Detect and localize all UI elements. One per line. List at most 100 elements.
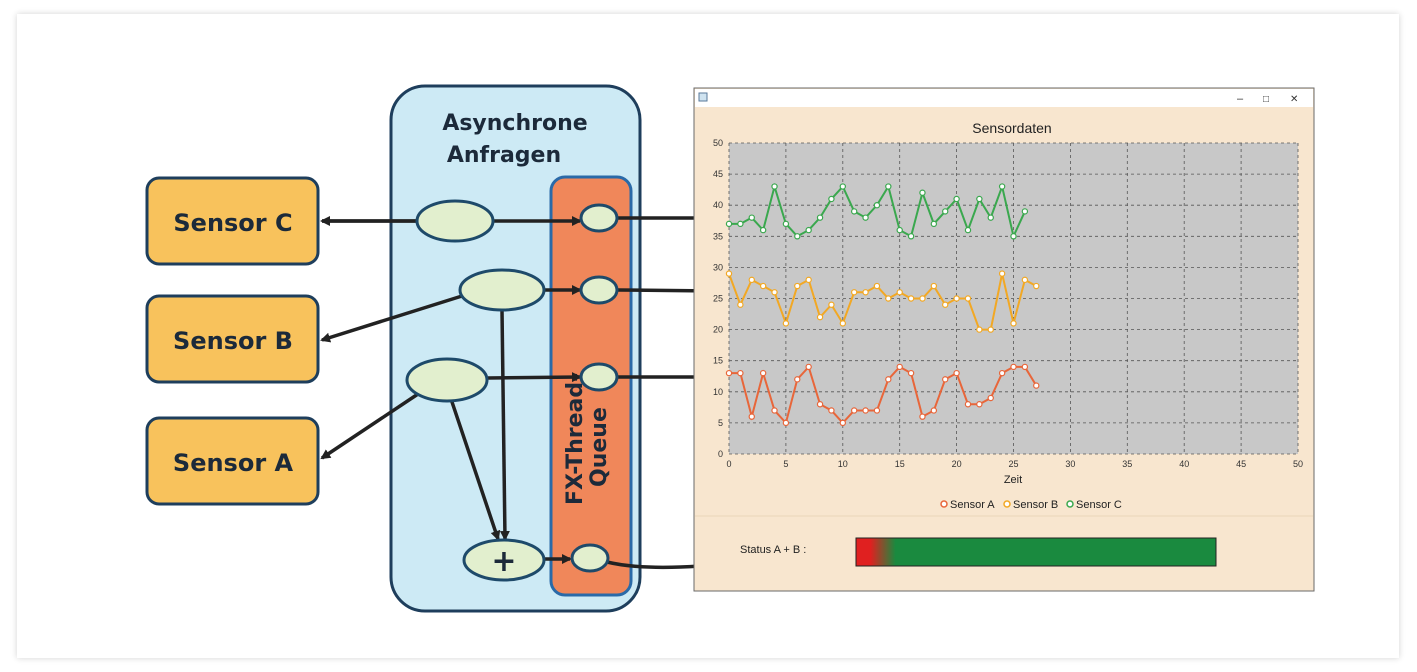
data-point [885,183,892,190]
queue-slot-c [579,203,619,233]
minimize-button[interactable]: – [1237,93,1244,105]
sensor-b-label: Sensor B [173,327,293,355]
data-point [976,326,983,333]
arrow-a-to-plus [448,395,501,541]
data-point [998,369,1006,377]
data-point [953,295,960,302]
data-point [976,401,983,408]
maximize-button[interactable]: □ [1263,94,1269,105]
async-title-line2: Anfragen [447,143,561,168]
data-point [816,214,824,221]
data-point [748,214,755,221]
data-point [794,376,801,383]
data-point [782,220,790,228]
status-bar [855,537,1217,567]
data-point [737,369,744,377]
data-point [759,282,767,290]
data-point [942,376,949,383]
data-point [759,226,767,234]
data-point [771,289,778,296]
queue-label: FX-Thread- Queue [563,373,612,505]
data-point [839,183,847,190]
x-tick-label: 5 [783,459,788,469]
queue-slot-a [579,362,619,392]
x-tick-label: 10 [838,459,848,469]
data-point [930,407,938,414]
x-axis-label: Zeit [1004,474,1022,486]
data-point [725,220,733,228]
data-point [885,376,892,383]
sensor-b-box [145,294,320,384]
data-point [953,369,960,377]
app-window: – □ ✕ Sensordaten 0 5 10 15 20 25 30 35 40 45 50 0… [693,87,1315,592]
data-point [953,195,960,203]
data-point [987,394,994,402]
y-tick-label: 15 [713,356,723,366]
x-tick-label: 15 [895,459,905,469]
series-line-1 [729,364,1038,425]
data-point [862,214,869,221]
data-point [850,289,858,296]
data-point [828,301,835,308]
data-point [771,183,778,190]
data-point [919,295,926,302]
data-point [805,226,812,234]
arrow-b-to-plus [499,309,510,541]
x-tick-label: 45 [1236,459,1246,469]
data-point [987,326,994,333]
status-label: Status A + B : [740,544,806,556]
data-point [873,407,881,414]
legend-label-b: Sensor B [1013,499,1058,511]
data-point [907,369,915,377]
data-point [987,214,994,221]
data-point [885,295,892,302]
arrow-b-to-sensor [320,294,463,343]
data-point [919,413,926,420]
y-tick-labels: 0 5 10 15 20 25 30 35 40 45 50 [713,138,723,459]
legend-marker-a [940,500,948,508]
app-icon [698,92,708,102]
chart-series [725,182,1040,427]
data-point [919,189,926,196]
y-tick-label: 50 [713,138,723,148]
data-point [828,195,835,203]
data-point [873,201,881,209]
data-point [805,276,812,284]
data-point [942,301,949,308]
data-point [748,413,755,420]
data-point [1010,233,1017,240]
data-point [737,220,744,228]
y-tick-label: 20 [713,325,723,335]
request-c-node [415,199,495,243]
data-point [1021,276,1029,284]
data-point [794,233,801,240]
y-tick-label: 0 [718,449,723,459]
data-point [748,276,755,284]
queue-slot-status [570,543,610,573]
data-point [1010,363,1017,371]
data-point [896,226,903,234]
data-point [976,195,983,203]
data-point [862,407,869,414]
queue-label-line1: FX-Thread- [563,373,588,505]
data-point [816,313,824,321]
close-button[interactable]: ✕ [1290,94,1298,105]
plot-grid [728,142,1299,455]
data-point [816,401,824,408]
async-title-line1: Asynchrone [442,111,587,136]
data-point [839,320,847,327]
plus-combine-node [462,538,546,582]
data-point [998,270,1006,277]
arrow-a-to-sensor [320,392,419,460]
x-tick-label: 20 [952,459,962,469]
data-point [782,320,790,327]
arrow-a-to-queue [487,372,582,383]
sensor-c-label: Sensor C [173,209,292,237]
data-point [896,363,903,371]
data-point [964,401,972,408]
data-point [873,282,881,290]
y-tick-label: 25 [713,294,723,304]
sensor-a-label: Sensor A [173,449,294,477]
x-tick-label: 50 [1293,459,1303,469]
